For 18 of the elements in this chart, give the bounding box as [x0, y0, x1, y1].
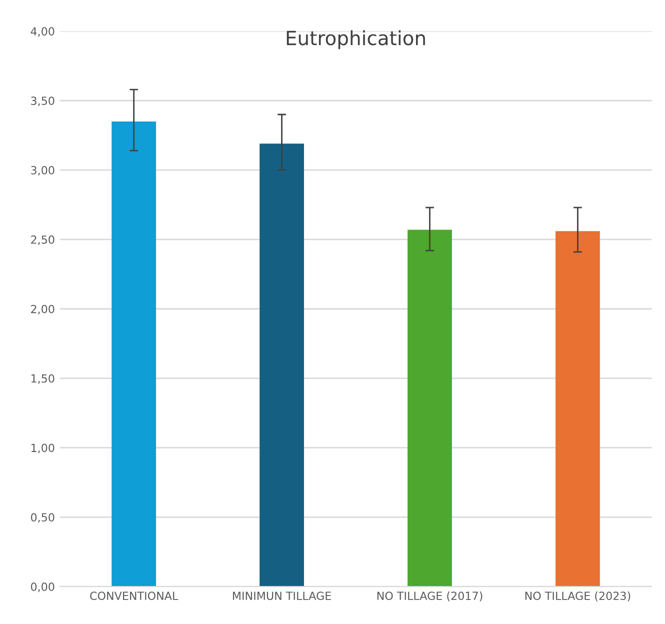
bar	[408, 230, 452, 587]
chart-title: Eutrophication	[286, 30, 425, 50]
y-tick-label: 3,00	[31, 166, 54, 176]
y-tick-label: 2,50	[31, 235, 54, 245]
y-tick-label: 0,50	[30, 513, 54, 523]
y-tick-label: 1,50	[31, 374, 54, 384]
x-tick-label: MINIMUN TILLAGE	[233, 592, 331, 600]
bar	[556, 231, 600, 587]
y-tick-label: 0,00	[30, 582, 54, 592]
y-tick-label: 3,50	[31, 96, 54, 106]
x-tick-label: NO TILLAGE (2017)	[377, 591, 482, 602]
x-tick-label: CONVENTIONAL	[90, 592, 178, 600]
y-tick-label: 1,00	[31, 444, 54, 454]
y-tick-label: 2,00	[31, 304, 54, 314]
y-tick-label: 4,00	[30, 27, 54, 37]
bar	[260, 144, 304, 587]
bar	[112, 121, 156, 587]
x-tick-label: NO TILLAGE (2023)	[525, 591, 630, 602]
